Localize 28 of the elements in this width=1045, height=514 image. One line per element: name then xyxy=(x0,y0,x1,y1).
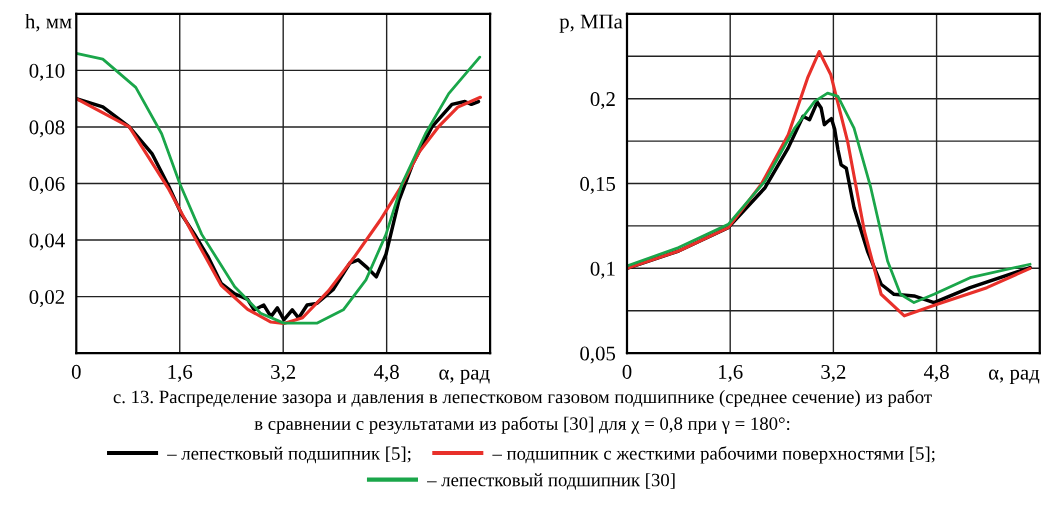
line-series xyxy=(627,49,1032,318)
x-tick-label: 3,2 xyxy=(821,364,846,382)
x-axis-title: α, рад xyxy=(988,369,1040,384)
y-axis-title: h, мм xyxy=(25,13,72,32)
legend-label: – лепестковый подшипник [30] xyxy=(427,473,675,490)
x-tick-label: 1,6 xyxy=(719,364,743,382)
x-tick-label: 1,6 xyxy=(168,364,193,382)
y-tick-label: 0,02 xyxy=(29,289,65,308)
y-axis-title: p, МПа xyxy=(559,14,623,33)
y-tick-label: 0,06 xyxy=(29,176,65,194)
x-tick-label: 4,8 xyxy=(374,364,399,382)
x-tick-label: 4,8 xyxy=(923,364,949,382)
y-tick-label: 0,05 xyxy=(580,346,616,364)
legend-label: – подшипник с жесткими рабочими поверхностями [5]; xyxy=(492,446,935,464)
y-tick-label: 0,04 xyxy=(29,233,65,251)
y-tick-label: 0,2 xyxy=(590,92,615,110)
y-tick-label: 0,08 xyxy=(29,120,65,138)
y-tick-label: 0,1 xyxy=(590,261,615,279)
x-tick-label: 0 xyxy=(622,364,632,379)
legend-label: – лепестковый подшипник [5]; xyxy=(167,446,411,464)
x-axis-title: α, рад xyxy=(439,369,490,384)
y-tick-label: 0,10 xyxy=(29,63,65,81)
text: c. 13. Распределение зазора и давления в лепестковом газовом подшипнике (среднее сечение) из работ xyxy=(113,389,932,408)
y-tick-label: 0,15 xyxy=(580,176,616,194)
line-series xyxy=(76,52,482,325)
text: в сравнении с результатами из работы [30] для χ = 0,8 при γ = 180°: xyxy=(254,416,790,434)
x-tick-label: 0 xyxy=(71,364,81,379)
x-tick-label: 3,2 xyxy=(271,364,296,382)
